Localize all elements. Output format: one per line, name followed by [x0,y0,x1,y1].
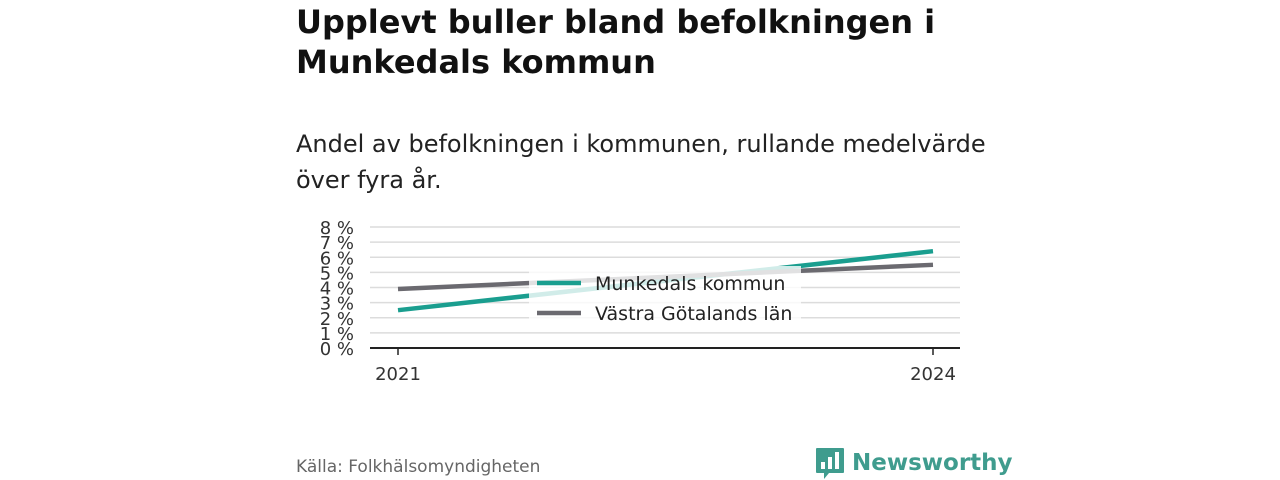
x-tick-label: 2024 [910,364,956,385]
y-tick-label: 2 % [320,309,354,330]
y-tick-label: 6 % [320,248,354,269]
y-tick-label: 7 % [320,233,354,254]
newsworthy-logo: Newsworthy [814,446,1013,480]
chart-subtitle: Andel av befolkningen i kommunen, rullan… [296,130,986,194]
y-tick-label: 1 % [320,324,354,345]
legend-box [529,266,801,332]
source-note: Källa: Folkhälsomyndigheten [296,457,541,477]
chart-title: Upplevt buller bland befolkningen i Munk… [296,3,936,81]
y-tick-label: 8 % [320,218,354,239]
y-tick-label: 3 % [320,294,354,315]
legend-label: Munkedals kommun [595,273,785,295]
y-tick-label: 5 % [320,263,354,284]
legend-label: Västra Götalands län [595,303,792,325]
y-tick-label: 0 % [320,339,354,360]
brand-name: Newsworthy [852,450,1013,476]
y-tick-label: 4 % [320,279,354,300]
x-tick-label: 2021 [375,364,421,385]
newsworthy-logo-icon [816,448,844,479]
